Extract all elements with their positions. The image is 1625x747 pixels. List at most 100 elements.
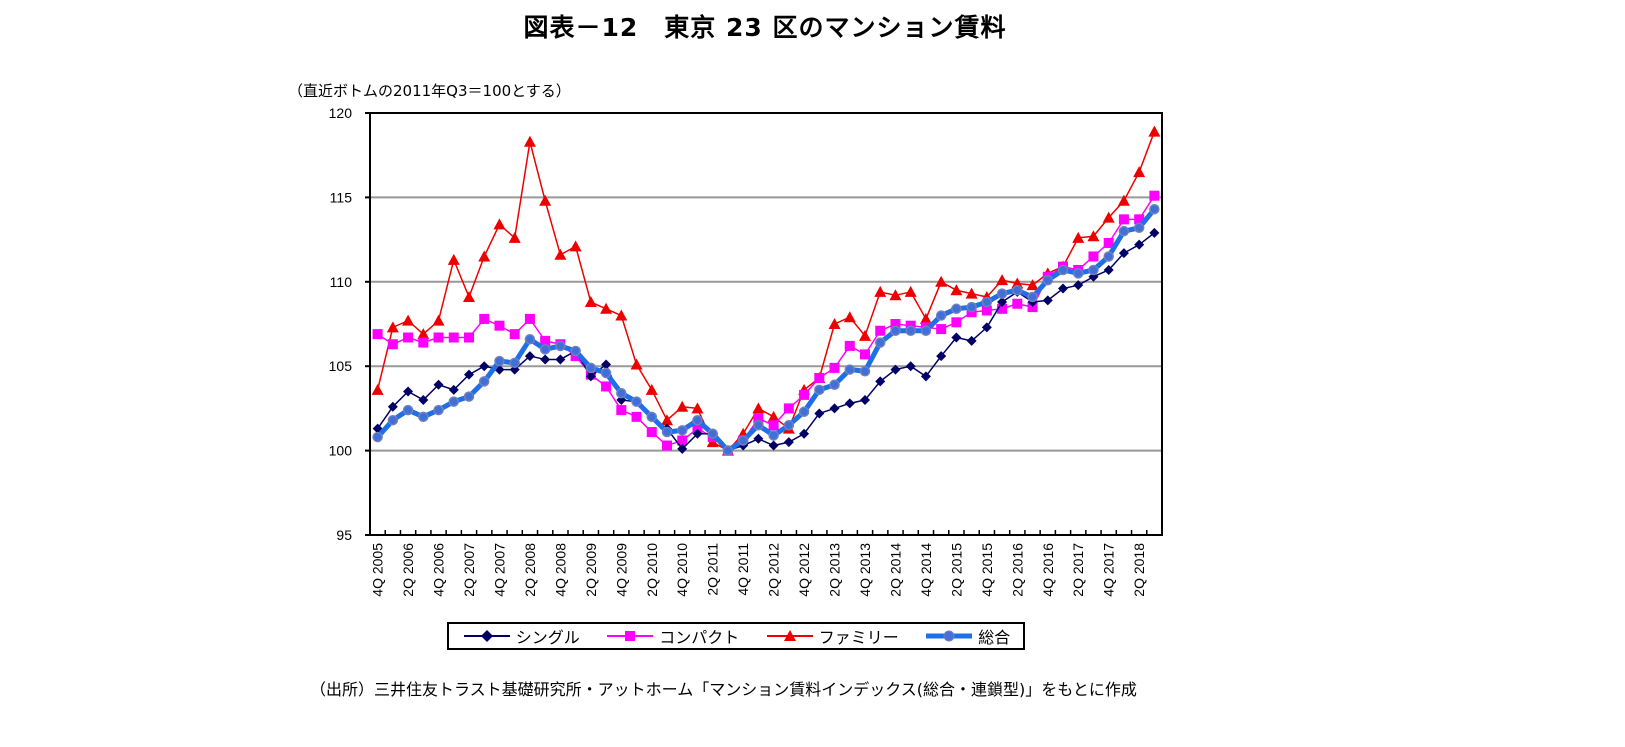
x-tick-label: 4Q 2010	[674, 543, 690, 597]
data-point	[631, 396, 642, 407]
data-point	[951, 317, 962, 328]
data-point	[478, 376, 490, 387]
data-point	[799, 428, 810, 439]
data-point	[372, 329, 383, 340]
data-point	[951, 303, 962, 315]
data-point	[509, 329, 520, 340]
x-tick-label: 4Q 2017	[1101, 543, 1117, 597]
x-tick-label: 2Q 2013	[827, 543, 843, 597]
data-point	[890, 319, 901, 329]
data-point	[645, 383, 658, 395]
data-point	[966, 301, 977, 313]
data-point	[569, 240, 582, 252]
data-point	[935, 310, 947, 321]
data-point	[1058, 283, 1068, 294]
data-point	[890, 325, 901, 337]
data-point	[707, 428, 718, 439]
data-point	[478, 250, 491, 262]
x-tick-label: 2Q 2011	[705, 543, 721, 596]
data-point	[860, 349, 870, 360]
data-point	[1027, 291, 1038, 303]
legend-item-single: シングル	[462, 624, 580, 648]
data-point	[919, 312, 932, 324]
data-point	[402, 404, 414, 416]
series-line	[376, 232, 1155, 452]
data-point	[844, 364, 856, 375]
series-line	[376, 131, 1156, 452]
data-point	[783, 403, 794, 414]
x-tick-label: 4Q 2012	[796, 543, 812, 597]
data-point	[432, 314, 445, 326]
data-point	[600, 302, 613, 314]
x-tick-label: 4Q 2005	[370, 543, 386, 597]
x-tick-label: 2Q 2018	[1131, 543, 1147, 597]
data-point	[1087, 230, 1100, 242]
data-point	[997, 303, 1008, 314]
data-point	[722, 445, 734, 456]
y-tick-label: 115	[330, 189, 353, 205]
data-point	[814, 384, 825, 396]
data-point	[691, 402, 704, 414]
x-tick-label: 4Q 2016	[1040, 543, 1056, 597]
data-point	[875, 325, 886, 336]
data-point	[874, 337, 886, 348]
x-tick-label: 2Q 2009	[583, 543, 599, 597]
x-tick-label: 4Q 2007	[491, 543, 507, 597]
legend-label: コンパクト	[659, 628, 740, 647]
data-point	[464, 332, 474, 343]
data-point	[616, 405, 627, 416]
data-point	[996, 288, 1008, 299]
data-point	[494, 355, 505, 367]
data-point	[767, 410, 780, 422]
data-point	[600, 367, 612, 379]
data-point	[814, 373, 825, 384]
square-marker-icon	[607, 631, 654, 641]
y-tick-label: 120	[329, 105, 353, 121]
x-tick-label: 2Q 2006	[400, 543, 416, 597]
data-point	[965, 287, 978, 299]
x-tick-label: 4Q 2008	[552, 543, 568, 597]
data-point	[493, 218, 506, 230]
legend-item-total: 総合	[924, 624, 1010, 648]
series-line	[375, 207, 1157, 454]
data-point	[996, 274, 1009, 286]
data-point	[1026, 279, 1039, 291]
data-point	[524, 333, 536, 345]
data-point	[433, 332, 444, 343]
data-point	[464, 369, 474, 380]
y-tick-label: 105	[329, 358, 353, 374]
x-tick-label: 4Q 2006	[431, 543, 447, 597]
data-point	[1088, 251, 1099, 262]
data-point	[752, 402, 765, 414]
data-point	[905, 325, 916, 337]
data-point	[1149, 227, 1160, 238]
data-point	[889, 289, 902, 301]
data-point	[584, 296, 597, 308]
x-tick-label: 4Q 2009	[613, 543, 629, 597]
data-point	[630, 358, 643, 370]
data-point	[843, 311, 856, 323]
data-point	[920, 325, 932, 337]
data-point	[1118, 248, 1129, 259]
data-point	[1103, 251, 1114, 262]
data-point	[1134, 214, 1145, 225]
data-point	[1133, 222, 1145, 234]
legend-item-compact: コンパクト	[605, 624, 739, 648]
data-point	[372, 431, 383, 443]
data-point	[875, 376, 886, 387]
legend: シングル コンパクト ファミリー 総合	[447, 622, 1025, 650]
diamond-marker-icon	[463, 630, 510, 642]
series-line	[377, 195, 1156, 452]
legend-label: 総合	[978, 628, 1011, 647]
data-point	[768, 430, 779, 441]
data-point	[1149, 203, 1160, 215]
series-compact	[372, 190, 1160, 456]
data-point	[1103, 237, 1114, 248]
data-point	[387, 339, 398, 350]
data-point	[936, 324, 947, 335]
data-point	[677, 443, 688, 454]
data-point	[997, 297, 1008, 308]
data-point	[981, 322, 992, 333]
data-point	[1073, 280, 1084, 291]
data-point	[966, 335, 977, 346]
